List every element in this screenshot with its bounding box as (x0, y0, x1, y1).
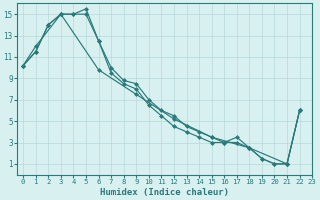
X-axis label: Humidex (Indice chaleur): Humidex (Indice chaleur) (100, 188, 229, 197)
